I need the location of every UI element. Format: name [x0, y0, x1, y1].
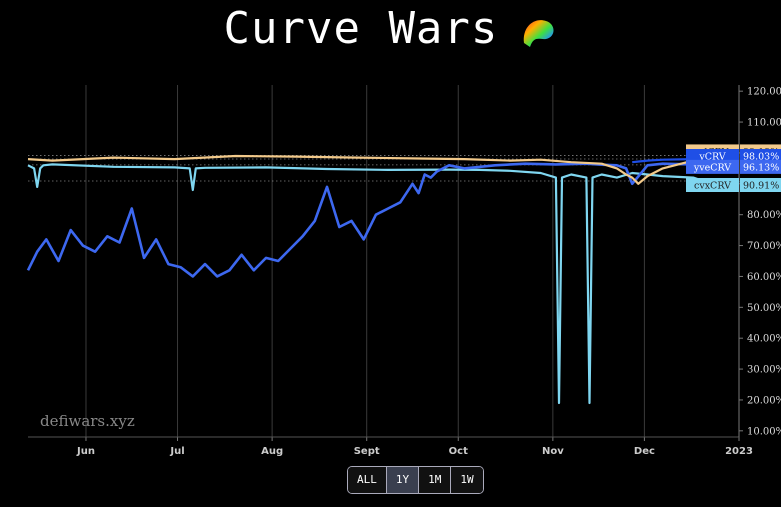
title-bar: Curve Wars: [0, 0, 781, 62]
value-badge: [740, 149, 781, 164]
series-line-sdcrv: [27, 154, 740, 185]
y-tick-label: 30.00%: [747, 365, 781, 376]
range-selector: ALL 1Y 1M 1W: [347, 466, 484, 494]
series-name-badge: [686, 159, 739, 174]
series-name-label: yveCRV: [693, 162, 731, 173]
y-tick-label: 60.00%: [747, 272, 781, 283]
y-tick-label: 110.00%: [747, 118, 781, 129]
series-lines: [26, 154, 740, 405]
last-value-tags: sdCRV99.19%yCRV98.03%yveCRV96.13%cvxCRV9…: [686, 144, 781, 192]
x-tick-label: Jun: [76, 446, 95, 457]
y-tick-label: 50.00%: [747, 303, 781, 314]
curve-rainbow-logo-icon: [518, 13, 558, 53]
x-axis: Jun Jul Aug Sept Oct Nov Dec 2023: [28, 436, 753, 457]
range-1w-button[interactable]: 1W: [451, 467, 483, 493]
range-1y-button[interactable]: 1Y: [386, 467, 420, 493]
x-tick-label: Oct: [449, 446, 468, 457]
x-tick-label: 2023: [725, 446, 753, 457]
value-badge: [740, 177, 781, 192]
tag-cvxcrv: cvxCRV 90.91%: [686, 177, 781, 192]
range-1m-button[interactable]: 1M: [419, 467, 452, 493]
tag-ycrv: yCRV 98.03%: [686, 149, 781, 164]
x-tick-label: Nov: [542, 446, 564, 457]
y-tick-label: 70.00%: [747, 241, 781, 252]
y-tick-label: 120.00%: [747, 87, 781, 98]
reference-lines: [28, 155, 739, 182]
y-tick-label: 10.00%: [747, 426, 781, 437]
page-title: Curve Wars: [223, 3, 499, 54]
y-tick-label: 20.00%: [747, 395, 781, 406]
y-axis: 10.00% 20.00% 30.00% 40.00% 50.00% 60.00% 70.0…: [738, 85, 781, 437]
value-badge: [740, 159, 781, 174]
x-tick-label: Aug: [261, 446, 283, 457]
x-tick-label: Sept: [354, 446, 380, 457]
y-tick-label: 80.00%: [747, 210, 781, 221]
value-label: 96.13%: [743, 162, 779, 173]
watermark: defiwars.xyz: [40, 412, 135, 430]
series-name-badge: [686, 177, 739, 192]
range-all-button[interactable]: ALL: [348, 467, 387, 493]
value-label: 90.91%: [743, 180, 779, 191]
series-name-label: cvxCRV: [694, 180, 731, 191]
tag-yvecrv: yveCRV 96.13%: [686, 159, 781, 174]
series-name-badge: [686, 149, 739, 164]
x-tick-label: Jul: [169, 446, 184, 457]
x-tick-label: Dec: [634, 446, 655, 457]
y-tick-label: 40.00%: [747, 334, 781, 345]
series-line-cvxcrv: [27, 163, 740, 405]
value-label: 98.03%: [743, 152, 779, 163]
series-name-label: yCRV: [698, 152, 725, 163]
grid-lines: [85, 85, 740, 437]
